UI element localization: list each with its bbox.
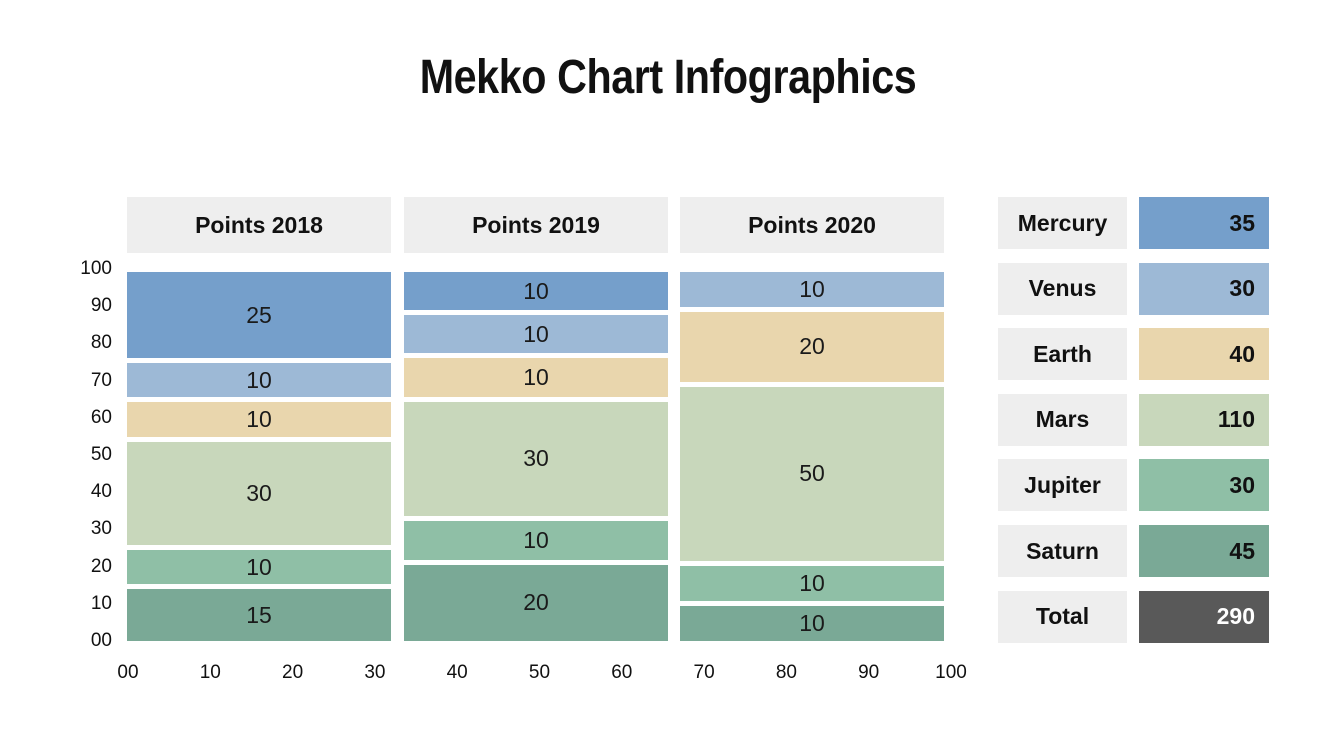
segment-venus: 10 [680, 272, 944, 307]
segment-venus: 10 [127, 363, 391, 398]
segment-mars: 50 [680, 386, 944, 562]
legend-label: Mercury [998, 197, 1127, 249]
y-tick-label: 30 [90, 518, 112, 540]
legend-value: 45 [1139, 525, 1269, 577]
segment-jupiter: 10 [680, 566, 944, 602]
x-tick-label: 100 [935, 662, 967, 683]
y-tick-label: 80 [90, 332, 112, 354]
segment-mercury: 10 [404, 272, 668, 311]
y-tick-label: 20 [90, 555, 112, 577]
column-header: Points 2019 [404, 197, 668, 253]
legend-value: 40 [1139, 328, 1269, 381]
x-tick-label: 00 [117, 662, 139, 683]
segment-mars: 30 [127, 441, 391, 545]
segment-saturn: 10 [680, 606, 944, 641]
segment-saturn: 15 [127, 589, 391, 641]
x-tick-label: 60 [611, 662, 633, 683]
legend-label: Saturn [998, 525, 1127, 577]
x-tick-label: 90 [858, 662, 880, 683]
segment-earth: 10 [127, 402, 391, 437]
column-header: Points 2018 [127, 197, 391, 253]
segment-jupiter: 10 [404, 521, 668, 560]
y-tick-label: 00 [90, 630, 112, 651]
segment-venus: 10 [404, 315, 668, 354]
legend-label: Mars [998, 393, 1127, 446]
x-tick-label: 30 [364, 662, 386, 683]
legend-value: 30 [1139, 262, 1269, 315]
x-tick-label: 50 [528, 662, 551, 683]
page-title: Mekko Chart Infographics [419, 51, 917, 104]
legend-label: Venus [998, 262, 1127, 315]
x-tick-label: 70 [693, 662, 715, 683]
legend-value: 30 [1139, 459, 1269, 512]
y-tick-label: 10 [90, 592, 112, 614]
y-tick-label: 60 [90, 406, 112, 428]
legend-value: 290 [1139, 590, 1269, 643]
legend-value: 110 [1139, 393, 1269, 446]
segment-jupiter: 10 [127, 550, 391, 585]
y-tick-label: 100 [80, 258, 112, 279]
segment-saturn: 20 [404, 564, 668, 641]
segment-mercury: 25 [127, 272, 391, 358]
x-tick-label: 20 [282, 662, 304, 683]
legend-label: Earth [998, 328, 1127, 381]
y-tick-label: 40 [90, 481, 112, 503]
segment-earth: 20 [680, 311, 944, 382]
legend-value: 35 [1139, 197, 1269, 249]
y-tick-label: 70 [90, 369, 112, 391]
legend-label: Jupiter [998, 459, 1127, 512]
y-tick-label: 90 [90, 295, 112, 317]
column-header: Points 2020 [680, 197, 944, 253]
x-tick-label: 80 [775, 662, 797, 683]
legend-label: Total [998, 590, 1127, 643]
segment-earth: 10 [404, 358, 668, 397]
y-tick-label: 50 [90, 444, 112, 465]
x-tick-label: 40 [446, 662, 468, 683]
segment-mars: 30 [404, 401, 668, 517]
x-tick-label: 10 [199, 662, 221, 683]
